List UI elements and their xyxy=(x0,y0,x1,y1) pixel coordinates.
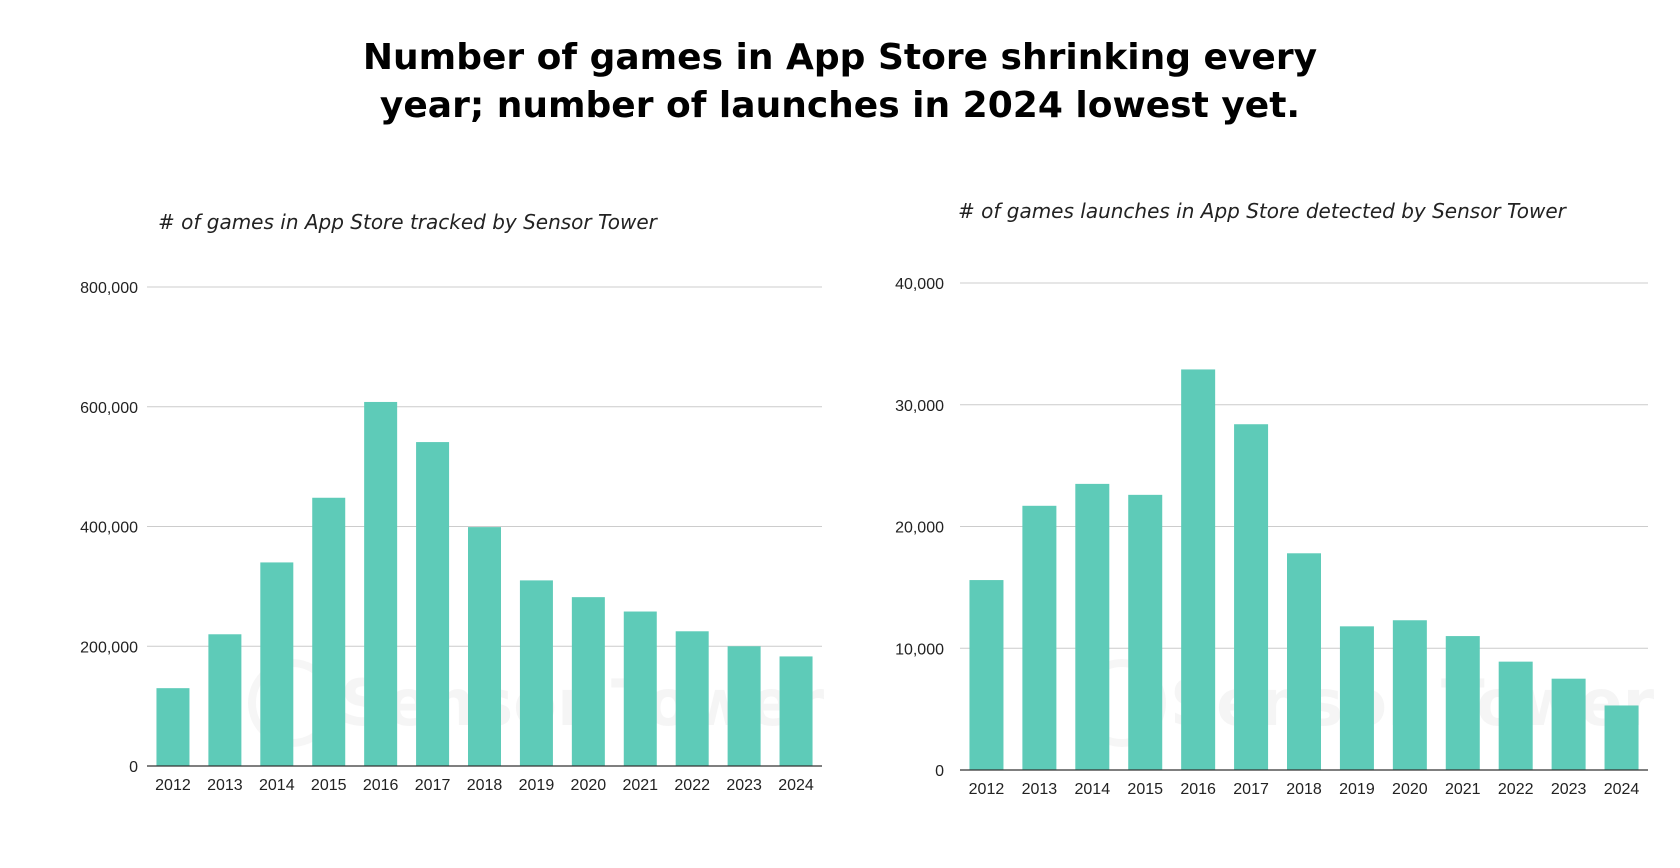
right-y-tick-label: 0 xyxy=(935,763,944,780)
left-y-tick-label: 0 xyxy=(129,759,138,776)
right-x-tick-label: 2020 xyxy=(1392,781,1428,798)
left-x-tick-label: 2020 xyxy=(571,777,607,794)
right-chart-title: # of games launches in App Store detecte… xyxy=(958,199,1566,223)
page-title-line-2: year; number of launches in 2024 lowest … xyxy=(379,85,1301,126)
page-title: Number of games in App Store shrinking e… xyxy=(0,34,1680,130)
right-x-tick-label: 2023 xyxy=(1551,781,1587,798)
right-y-tick-label: 30,000 xyxy=(895,398,944,415)
left-x-tick-label: 2021 xyxy=(622,777,658,794)
left-x-tick-label: 2022 xyxy=(674,777,710,794)
left-x-tick-label: 2016 xyxy=(363,777,399,794)
left-bar-2017 xyxy=(416,442,450,766)
left-chart-title: # of games in App Store tracked by Senso… xyxy=(158,210,657,234)
right-x-tick-label: 2017 xyxy=(1233,781,1269,798)
left-x-tick-label: 2017 xyxy=(415,777,451,794)
left-x-tick-label: 2018 xyxy=(467,777,503,794)
right-y-tick-label: 10,000 xyxy=(895,641,944,658)
left-bar-chart: Sensor Tower0200,000400,000600,000800,00… xyxy=(80,280,822,794)
right-y-tick-label: 40,000 xyxy=(895,276,944,293)
left-bar-2013 xyxy=(208,634,242,766)
left-y-tick-label: 400,000 xyxy=(80,520,138,537)
right-bar-2023 xyxy=(1551,678,1586,770)
right-x-tick-label: 2018 xyxy=(1286,781,1322,798)
left-bar-2015 xyxy=(312,497,346,766)
right-x-tick-label: 2021 xyxy=(1445,781,1481,798)
left-x-tick-label: 2013 xyxy=(207,777,243,794)
right-bar-2012 xyxy=(969,580,1004,770)
right-bar-2014 xyxy=(1075,483,1110,770)
left-bar-2021 xyxy=(623,611,657,766)
right-bar-2016 xyxy=(1181,369,1216,770)
right-bar-2013 xyxy=(1022,505,1057,770)
left-x-tick-label: 2014 xyxy=(259,777,295,794)
right-x-tick-label: 2022 xyxy=(1498,781,1534,798)
left-bar-2014 xyxy=(260,562,294,766)
right-bar-2018 xyxy=(1287,553,1321,770)
right-bar-2022 xyxy=(1498,661,1533,770)
right-bar-2015 xyxy=(1128,494,1163,770)
right-bar-2019 xyxy=(1339,626,1374,770)
left-x-tick-label: 2024 xyxy=(778,777,814,794)
right-bar-2024 xyxy=(1604,705,1639,770)
right-x-tick-label: 2016 xyxy=(1180,781,1216,798)
left-bar-2019 xyxy=(519,580,553,766)
right-x-tick-label: 2019 xyxy=(1339,781,1375,798)
left-y-tick-label: 200,000 xyxy=(80,639,138,656)
left-bar-2023 xyxy=(727,646,761,766)
left-y-tick-label: 800,000 xyxy=(80,280,138,297)
right-bar-2020 xyxy=(1392,620,1427,770)
right-x-tick-label: 2024 xyxy=(1604,781,1640,798)
left-x-tick-label: 2012 xyxy=(155,777,191,794)
right-x-tick-label: 2013 xyxy=(1022,781,1058,798)
page-title-line-1: Number of games in App Store shrinking e… xyxy=(362,37,1318,78)
left-bar-2024 xyxy=(779,656,813,766)
right-bar-2021 xyxy=(1445,636,1480,770)
right-x-tick-label: 2015 xyxy=(1127,781,1163,798)
right-bar-2017 xyxy=(1234,424,1269,770)
left-bar-2016 xyxy=(364,401,398,766)
left-bar-2022 xyxy=(675,631,709,766)
left-y-tick-label: 600,000 xyxy=(80,400,138,417)
left-x-tick-label: 2019 xyxy=(519,777,555,794)
right-x-tick-label: 2012 xyxy=(969,781,1005,798)
left-x-tick-label: 2015 xyxy=(311,777,347,794)
left-bar-2020 xyxy=(571,597,605,766)
left-bar-2012 xyxy=(156,688,190,766)
right-y-tick-label: 20,000 xyxy=(895,520,944,537)
left-x-tick-label: 2023 xyxy=(726,777,762,794)
right-x-tick-label: 2014 xyxy=(1075,781,1111,798)
left-bar-2018 xyxy=(468,527,501,766)
